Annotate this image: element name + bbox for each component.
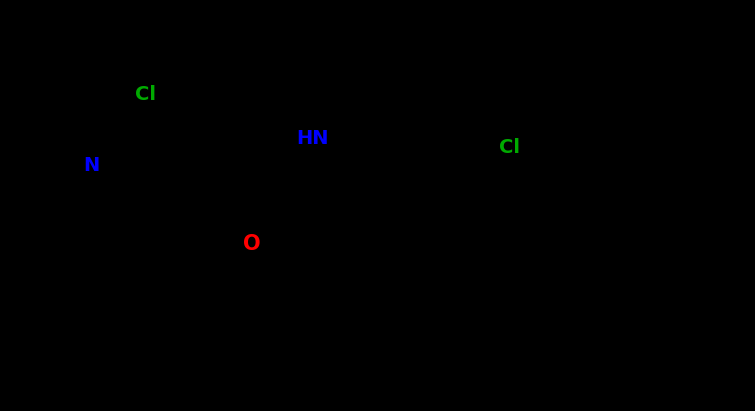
Text: Cl: Cl: [135, 85, 156, 104]
Text: O: O: [243, 233, 261, 254]
Text: Cl: Cl: [498, 138, 519, 157]
Text: N: N: [84, 156, 100, 175]
Text: HN: HN: [296, 129, 328, 148]
